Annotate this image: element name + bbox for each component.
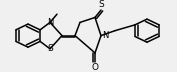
Text: N: N — [102, 31, 108, 40]
Text: O: O — [92, 63, 98, 72]
Text: S: S — [98, 0, 104, 9]
Text: S: S — [47, 44, 53, 53]
Text: N: N — [47, 18, 53, 27]
